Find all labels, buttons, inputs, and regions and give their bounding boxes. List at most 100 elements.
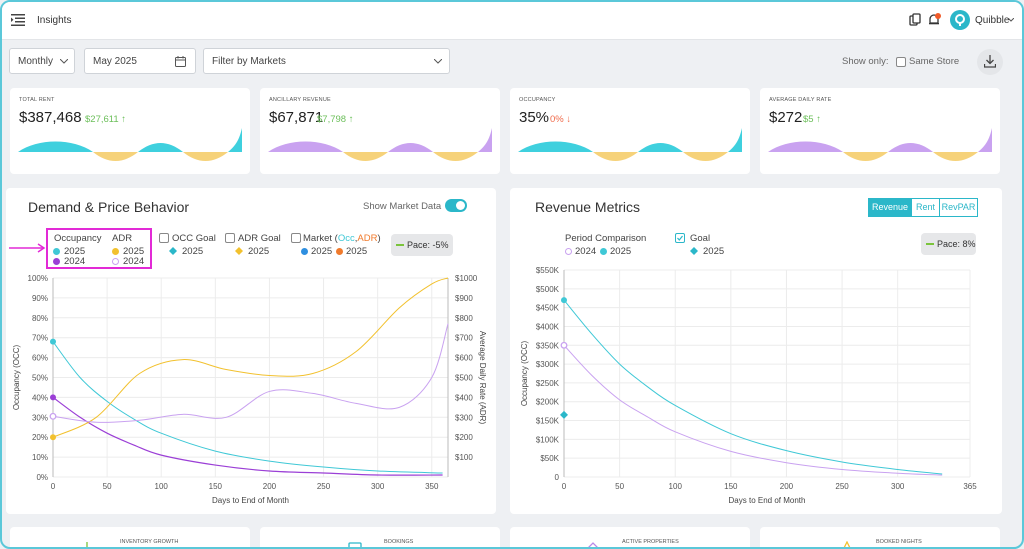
legend-period-comparison-label: Period Comparison: [565, 233, 647, 244]
goal-checkbox[interactable]: [675, 233, 685, 243]
active-properties-card[interactable]: ACTIVE PROPERTIES: [510, 527, 750, 547]
y-tick-label: 0: [555, 473, 560, 482]
legend-adr-goal-label[interactable]: ADR Goal: [238, 233, 281, 244]
legend-occ-2024[interactable]: 2024: [64, 256, 86, 267]
y2-tick-label: $300: [455, 413, 473, 422]
inventory-growth-card[interactable]: INVENTORY GROWTH: [10, 527, 250, 547]
bell-icon[interactable]: [927, 13, 941, 27]
legend-occ-goal-label[interactable]: OCC Goal: [172, 233, 216, 244]
legend-adr-label: ADR: [112, 233, 133, 244]
kpi-value: 35%: [519, 109, 550, 126]
x-tick-label: 50: [615, 482, 624, 491]
y-tick-label: $450K: [536, 304, 560, 313]
y-tick-label: $300K: [536, 360, 560, 369]
y-tick-label: 100%: [28, 274, 48, 283]
chevron-down-icon[interactable]: [1008, 18, 1014, 22]
arrow-up-icon: ↑: [816, 114, 821, 125]
y2-tick-label: $800: [455, 314, 473, 323]
y2-axis-label: Average Daily Rate (ADR): [478, 331, 487, 425]
adr-2024-line: [52, 323, 449, 423]
revenue-metrics-panel: Revenue Metrics: [510, 188, 1002, 514]
revenue-chart: 0 $50K $100K $150K $200K $250K $300K $350K $400K…: [520, 266, 977, 505]
y2-tick-label: $600: [455, 354, 473, 363]
kpi-label: ANCILLARY REVENUE: [269, 97, 331, 103]
kpi-sparkline: [18, 128, 242, 161]
kpi-delta: $27,611 ↑: [85, 114, 127, 125]
x-tick-label: 150: [724, 482, 738, 491]
market-checkbox[interactable]: [291, 233, 301, 243]
tab-rent[interactable]: Rent: [911, 199, 939, 216]
y-tick-label: 80%: [32, 314, 48, 323]
series-start-point: [560, 341, 568, 349]
date-picker[interactable]: May 2025: [84, 48, 196, 74]
y-tick-label: $250K: [536, 379, 560, 388]
legend-dot-occ-2024: [53, 258, 60, 265]
tab-revpar[interactable]: RevPAR: [939, 199, 977, 216]
booked-nights-card[interactable]: BOOKED NIGHTS: [760, 527, 1000, 547]
kpi-card-total-rent[interactable]: TOTAL RENT $387,468 $27,611 ↑: [10, 88, 250, 174]
copy-icon[interactable]: [908, 13, 922, 27]
x-tick-label: 0: [51, 482, 56, 491]
legend-occ-2025[interactable]: 2025: [64, 246, 86, 257]
y-tick-label: $400K: [536, 322, 560, 331]
y-tick-label: $350K: [536, 341, 560, 350]
kpi-card-ancillary-revenue[interactable]: ANCILLARY REVENUE $67,871 $7,798 ↑: [260, 88, 500, 174]
legend-market-label[interactable]: Market (Occ,ADR): [303, 233, 381, 244]
adr-goal-checkbox[interactable]: [225, 233, 235, 243]
legend-rev-2025[interactable]: 2025: [610, 246, 632, 257]
same-store-label[interactable]: Same Store: [909, 56, 960, 67]
x-tick-label: 200: [780, 482, 794, 491]
legend-adr-2024[interactable]: 2024: [123, 256, 145, 267]
user-avatar-icon[interactable]: [950, 10, 970, 30]
y2-tick-label: $900: [455, 294, 473, 303]
show-market-data-toggle[interactable]: [445, 199, 467, 212]
arrow-up-icon: ↑: [348, 114, 354, 125]
calendar-icon: [348, 542, 362, 547]
tab-revenue[interactable]: Revenue: [869, 199, 911, 216]
user-name[interactable]: Quibble: [975, 15, 1010, 26]
y-tick-label: $200K: [536, 398, 560, 407]
download-icon: [984, 55, 996, 68]
menu-icon[interactable]: [11, 14, 25, 26]
legend-goal-label[interactable]: Goal: [690, 233, 711, 244]
legend-occ-goal-2025: 2025: [182, 246, 204, 257]
series-start-point: [50, 338, 56, 345]
legend-dot-market-adr: [336, 248, 343, 255]
kpi-sparkline: [518, 128, 742, 161]
bookings-card[interactable]: BOOKINGS: [260, 527, 500, 547]
calendar-icon: [175, 56, 186, 67]
kpi-card-average-daily-rate[interactable]: AVERAGE DAILY RATE $272 $5 ↑: [760, 88, 1000, 174]
same-store-checkbox[interactable]: [896, 57, 906, 67]
chevron-down-icon: [60, 59, 68, 64]
x-tick-label: 365: [963, 482, 977, 491]
diamond-icon: [169, 247, 177, 255]
y-tick-label: 50%: [32, 374, 48, 383]
occupancy-2025-line: [52, 341, 443, 474]
date-picker-value: May 2025: [93, 56, 137, 67]
markets-filter[interactable]: Filter by Markets: [203, 48, 450, 74]
markets-filter-placeholder: Filter by Markets: [212, 56, 286, 67]
download-button[interactable]: [977, 49, 1003, 75]
legend-rev-2024[interactable]: 2024: [575, 246, 597, 257]
legend-dot-occ-2025: [53, 248, 60, 255]
period-select[interactable]: Monthly: [9, 48, 75, 74]
y-tick-label: $100K: [536, 435, 560, 444]
revenue-2024-line: [563, 344, 943, 476]
notification-badge: [935, 13, 941, 19]
kpi-value: $387,468: [19, 109, 82, 126]
kpi-card-occupancy[interactable]: OCCUPANCY 35% 0% ↓: [510, 88, 750, 174]
x-tick-label: 200: [263, 482, 277, 491]
x-tick-label: 250: [835, 482, 849, 491]
x-tick-label: 0: [562, 482, 567, 491]
occ-goal-checkbox[interactable]: [159, 233, 169, 243]
y2-tick-label: $700: [455, 334, 473, 343]
kpi-delta: 0% ↓: [550, 114, 572, 125]
legend-dot-market-occ: [301, 248, 308, 255]
y-tick-label: 60%: [32, 354, 48, 363]
x-tick-label: 350: [425, 482, 439, 491]
legend-adr-2025[interactable]: 2025: [123, 246, 145, 257]
x-tick-label: 100: [155, 482, 169, 491]
page-title: Insights: [37, 15, 72, 26]
x-axis-label: Days to End of Month: [212, 496, 289, 505]
house-icon: [588, 542, 598, 547]
